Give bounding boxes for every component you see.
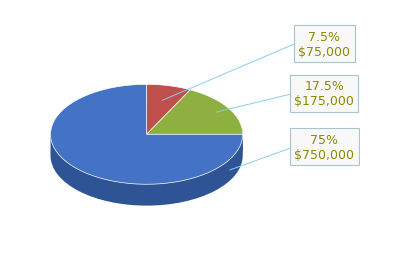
Text: 75%
$750,000: 75% $750,000 (294, 133, 354, 161)
Text: 7.5%
$75,000: 7.5% $75,000 (298, 31, 350, 58)
Polygon shape (50, 85, 243, 184)
Polygon shape (147, 130, 243, 156)
Polygon shape (50, 130, 243, 201)
Polygon shape (147, 85, 190, 135)
Polygon shape (147, 90, 243, 135)
Text: 17.5%
$175,000: 17.5% $175,000 (294, 80, 354, 108)
Polygon shape (147, 107, 243, 152)
Ellipse shape (50, 106, 243, 206)
